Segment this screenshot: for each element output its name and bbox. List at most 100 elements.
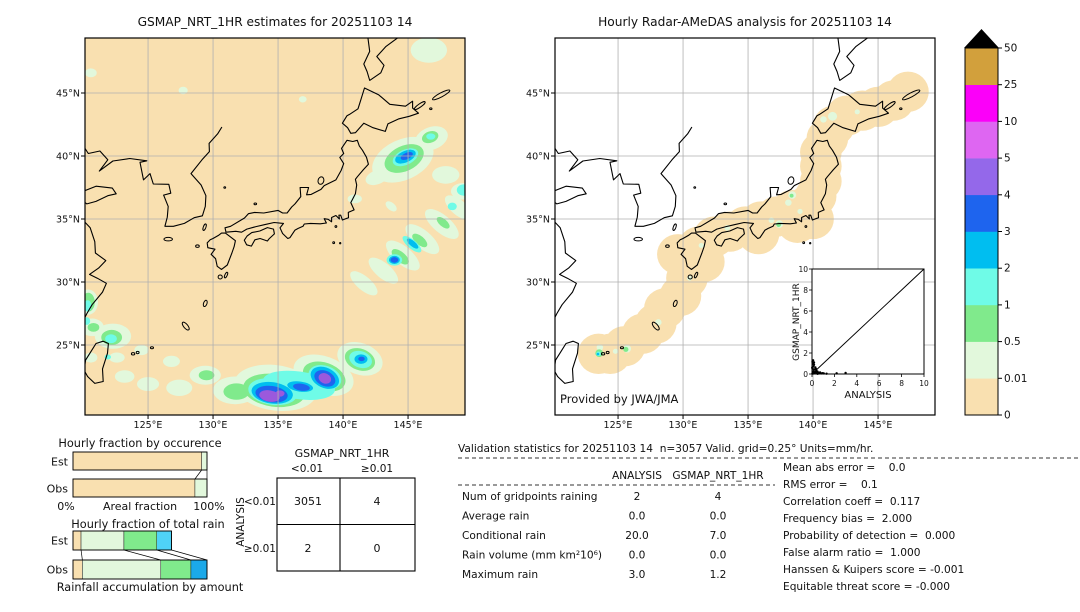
precip-blob: [85, 68, 97, 78]
precip-blob: [350, 271, 378, 296]
island-outline: [687, 274, 693, 280]
precip-blob: [365, 169, 389, 186]
island-outline: [883, 101, 896, 111]
stats-score: Correlation coeff = 0.117: [783, 496, 920, 508]
bar-segment: [80, 530, 125, 551]
coastline-path: [85, 340, 109, 384]
total-rain-chart-footer: Rainfall accumulation by amount: [57, 581, 244, 594]
precip-blob: [385, 201, 397, 212]
stats-score: False alarm ratio = 1.000: [783, 547, 921, 559]
island-outline: [619, 346, 625, 350]
island-outline: [804, 225, 808, 228]
connector-line: [80, 549, 83, 561]
island-outline: [334, 225, 338, 228]
colorbar-segment: [965, 48, 998, 85]
inset-y-tick: 6: [803, 307, 808, 316]
connector-line: [123, 549, 161, 561]
island-outline: [149, 346, 155, 350]
coastline-path: [224, 139, 369, 240]
stats-row-gsmap: 7.0: [710, 530, 727, 542]
scatter-point: [835, 372, 838, 375]
island-outline: [429, 107, 433, 111]
precip-blob: [85, 352, 98, 363]
gsmap-map-border: [84, 37, 466, 416]
lon-tick-label: 145°E: [864, 420, 893, 431]
scatter-point: [818, 371, 822, 374]
stats-row-analysis: 3.0: [629, 569, 646, 581]
precip-blob: [198, 370, 215, 381]
bar-segment: [194, 478, 208, 498]
coastline-path: [85, 221, 107, 318]
island-outline: [672, 223, 677, 231]
gsmap-map-grid: [85, 38, 465, 415]
island-outline: [633, 236, 643, 242]
gsmap-map-coastlines: [85, 38, 451, 384]
inset-x-tick: 10: [919, 379, 929, 388]
coastline-path: [676, 232, 706, 270]
inset-ylabel: GSMAP_NRT_1HR: [792, 283, 802, 361]
stats-row-analysis: 0.0: [629, 550, 646, 562]
occurrence-axis-100: 100%: [193, 500, 224, 513]
precip-blob: [887, 71, 929, 112]
stats-row-gsmap: 0.0: [710, 511, 727, 523]
stats-row-analysis: 20.0: [625, 530, 649, 542]
scatter-point: [813, 371, 816, 374]
precip-blob: [612, 348, 619, 354]
lat-tick-label: 45°N: [56, 89, 80, 100]
bar-segment: [72, 451, 202, 471]
radar-map-border: [554, 37, 936, 416]
bar-segment: [72, 530, 82, 551]
stats-header: Validation statistics for 20251103 14 n=…: [458, 443, 873, 455]
island-outline: [600, 352, 606, 356]
island-outline: [195, 244, 200, 248]
contingency-row-label: ≥0.01: [244, 543, 276, 555]
total-rain-obs-label: Obs: [47, 564, 69, 577]
colorbar-tick: 0.01: [1004, 373, 1027, 385]
precip-blob: [178, 86, 188, 95]
precip-blob: [293, 383, 310, 391]
lat-tick-label: 30°N: [56, 278, 80, 289]
total-rain-chart-title: Hourly fraction of total rain: [71, 518, 224, 531]
stats-score: Hanssen & Kuipers score = -0.001: [783, 564, 964, 576]
lat-tick-label: 45°N: [526, 89, 550, 100]
scatter-point: [814, 367, 818, 371]
precip-blob: [298, 96, 307, 103]
stats-col-gsmap: GSMAP_NRT_1HR: [672, 470, 764, 482]
precip-blob: [444, 195, 465, 220]
island-outline: [902, 89, 921, 101]
scatter-point: [816, 370, 819, 373]
lat-tick-label: 25°N: [526, 341, 550, 352]
island-outline: [339, 242, 342, 245]
island-outline: [163, 236, 173, 242]
colorbar-tick: 25: [1004, 79, 1017, 91]
island-outline: [202, 223, 207, 231]
bar-outline: [72, 530, 172, 551]
colorbar-segment: [965, 268, 998, 306]
stats-score: Equitable threat score = -0.000: [783, 581, 950, 593]
stats-row-gsmap: 1.2: [710, 569, 727, 581]
gsmap-map-ticks: [81, 92, 409, 419]
occurrence-axis-0: 0%: [57, 500, 74, 513]
inset-x-tick: 8: [899, 379, 904, 388]
scatter-point: [811, 370, 815, 373]
connector-line: [194, 469, 202, 480]
island-outline: [693, 271, 699, 279]
precip-blob: [785, 199, 792, 206]
scatter-point: [811, 360, 814, 364]
precip-blob: [432, 166, 460, 184]
contingency-cell: 2: [305, 542, 312, 555]
contingency-cell: 0: [374, 542, 381, 555]
bar-outline: [72, 451, 208, 471]
scatter-point: [822, 372, 825, 375]
precip-blob: [105, 334, 117, 344]
precip-blob: [797, 208, 803, 214]
contingency-row-group: ANALYSIS: [235, 497, 247, 547]
inset-xlabel: ANALYSIS: [844, 390, 891, 401]
colorbar-segment: [965, 158, 998, 196]
inset-scatter-points: [809, 268, 925, 377]
bar-segment: [82, 559, 162, 580]
gsmap-map-fill: [85, 38, 465, 415]
coastline-path: [555, 126, 693, 227]
lon-tick-label: 135°E: [734, 420, 763, 431]
credit-text: Provided by JWA/JMA: [560, 392, 679, 406]
